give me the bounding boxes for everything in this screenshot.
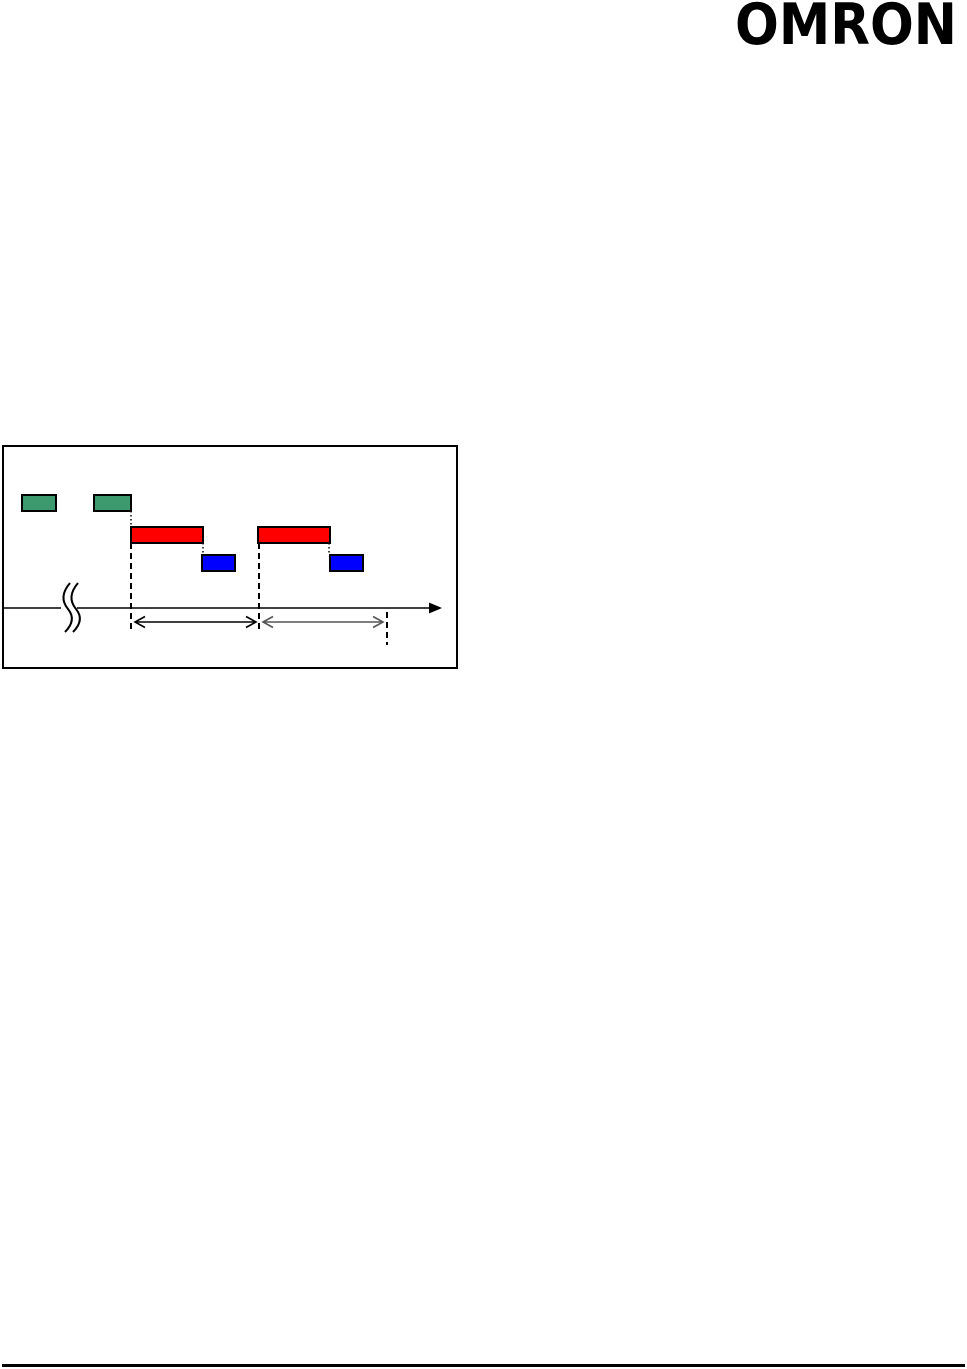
timeline-arrowhead-icon bbox=[429, 602, 442, 614]
footer-rule bbox=[2, 1364, 965, 1367]
interval-arrowhead-left-icon bbox=[133, 615, 146, 629]
red-pulse-2 bbox=[257, 526, 331, 544]
axis-break-wave-icon bbox=[70, 582, 81, 633]
interval-arrowhead-right-icon bbox=[245, 615, 258, 629]
interval-arrowhead-left-icon bbox=[261, 615, 274, 629]
green-pulse-2 bbox=[93, 494, 132, 512]
red-pulse-1 bbox=[130, 526, 204, 544]
axis-break-wave-icon bbox=[62, 582, 73, 633]
interval-arrowhead-right-icon bbox=[372, 615, 385, 629]
omron-logo: OMRON bbox=[735, 0, 957, 50]
timing-diagram-svg bbox=[4, 494, 442, 645]
omron-logo-text: OMRON bbox=[735, 0, 957, 50]
green-pulse-1 bbox=[21, 494, 57, 512]
blue-pulse-1 bbox=[201, 554, 236, 572]
timing-diagram-frame bbox=[2, 445, 458, 669]
blue-pulse-2 bbox=[329, 554, 364, 572]
